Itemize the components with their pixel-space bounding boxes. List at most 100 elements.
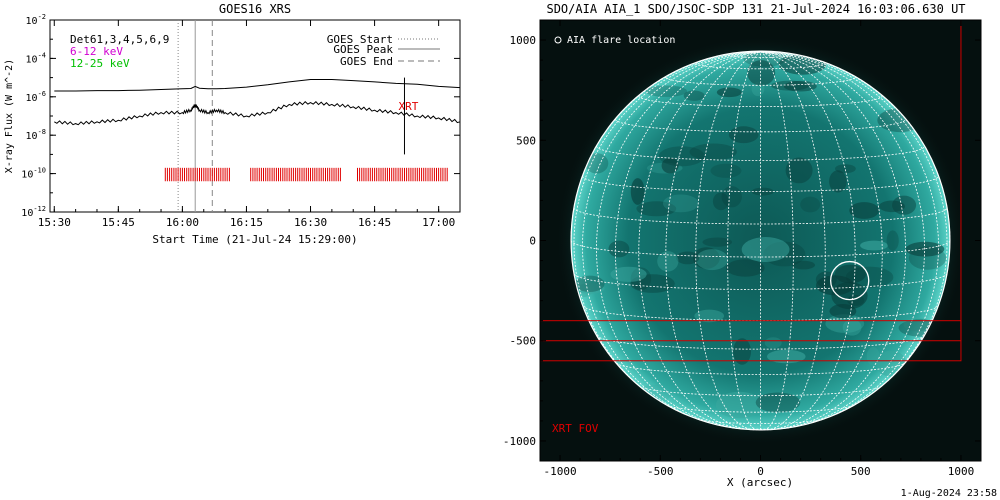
goes-y-tick-label: 10-8 [26, 128, 46, 142]
grid-longitude-line [760, 51, 926, 428]
solar-limb [570, 50, 951, 431]
aia-image [540, 20, 966, 446]
disk-texture-blob [834, 264, 867, 284]
disk-texture-blob [661, 157, 679, 174]
grid-longitude-line [614, 51, 761, 429]
legend-goes-end: GOES End [340, 55, 393, 68]
grid-longitude-line [695, 51, 761, 431]
goes-x-tick-label: 16:30 [294, 216, 327, 229]
goes-x-tick-label: 15:30 [38, 216, 71, 229]
grid-longitude-line [760, 51, 939, 425]
disk-texture-blob [886, 230, 899, 251]
grid-longitude-line [582, 51, 761, 425]
disk-texture-blob [829, 304, 857, 319]
disk-texture-blob [657, 251, 679, 272]
disk-texture-blob [755, 392, 801, 413]
goes-legend-right: GOES Start GOES Peak GOES End [327, 33, 440, 68]
disk-texture-blob [683, 90, 705, 101]
grid-longitude-line [760, 51, 883, 430]
disk-texture-blob [905, 241, 945, 257]
disk-texture-blob [658, 146, 705, 167]
disk-texture-blob [676, 251, 700, 265]
legend-detectors: Det61,3,4,5,6,9 [70, 33, 169, 46]
disk-texture-blob [696, 249, 729, 271]
disk-texture-blob [693, 247, 720, 269]
xrt-fov-box [540, 320, 962, 342]
disk-texture-blob [712, 192, 729, 211]
disk-texture-blob [785, 157, 813, 184]
disk-texture-blob [662, 194, 699, 213]
goes-y-tick-label: 10-4 [26, 51, 46, 65]
goes-y-tick-label: 10-10 [21, 167, 46, 181]
disk-texture-blob [847, 294, 865, 306]
aia-y-tick-label: -500 [510, 335, 537, 348]
disk-texture-blob [831, 282, 868, 310]
grid-longitude-line [760, 51, 948, 411]
disk-texture-blob [835, 164, 856, 174]
grid-longitude-line [638, 51, 761, 430]
xrt-observation-marks [164, 167, 448, 182]
legend-6-12-kev: 6-12 keV [70, 45, 123, 58]
disk-texture-blob [860, 240, 888, 251]
goes-series-long-channel [54, 79, 461, 92]
disk-texture-blob [825, 314, 865, 333]
disk-texture-blob [630, 178, 645, 205]
disk-texture-blob [849, 202, 880, 219]
aia-axis-ticks: -1000 -500 0 500 1000 1000 500 0 -500 -1000 [503, 20, 981, 478]
grid-latitude-line [573, 273, 948, 290]
grid-longitude-line [760, 51, 826, 431]
grid-latitude-line [697, 418, 824, 424]
disk-texture-blob [574, 275, 605, 292]
disk-texture-blob [771, 80, 810, 91]
grid-longitude-line [760, 51, 856, 431]
aia-x-axis-label: X (arcsec) [727, 476, 793, 489]
aia-y-tick-label: 500 [516, 134, 536, 147]
goes-x-tick-label: 16:15 [230, 216, 263, 229]
goes-x-tick-label: 16:00 [166, 216, 199, 229]
xrt-fov-box [540, 20, 962, 362]
aia-x-tick-label: 1000 [948, 465, 975, 478]
aia-x-tick-label: -1000 [543, 465, 576, 478]
disk-texture-blob [764, 337, 782, 349]
goes-y-tick-label: 10-2 [26, 13, 46, 27]
legend-goes-start: GOES Start [327, 33, 393, 46]
goes-y-tick-label: 10-6 [26, 90, 46, 104]
disk-texture-blob [726, 259, 765, 277]
disk-texture-blob [842, 319, 862, 336]
aia-y-tick-label: 0 [529, 235, 536, 248]
goes-x-tick-label: 15:45 [102, 216, 135, 229]
goes-panel: GOES16 XRS X-ray Flux (W m^-2) Start Tim… [4, 2, 461, 246]
goes-axis-ticks: 15:30 15:45 16:00 16:15 16:30 16:45 17:00 10-12… [21, 13, 461, 229]
disk-texture-blob [866, 347, 880, 366]
disk-texture-blob [702, 237, 733, 247]
goes-x-tick-label: 17:00 [422, 216, 455, 229]
circle-outline-icon [554, 36, 562, 44]
disk-texture-blob [892, 195, 917, 215]
aia-y-tick-label: 1000 [510, 34, 537, 47]
grid-longitude-line [760, 51, 794, 431]
disk-texture-blob [689, 143, 737, 161]
grid-longitude-line [727, 51, 761, 431]
aia-y-tick-label: -1000 [503, 435, 536, 448]
goes-y-axis-label: X-ray Flux (W m^-2) [4, 59, 15, 173]
goes-legend-left: Det61,3,4,5,6,9 6-12 keV 12-25 keV [70, 33, 169, 70]
xrt-annotation: XRT [398, 100, 418, 113]
grid-longitude-line [595, 51, 761, 428]
grid-longitude-line [573, 51, 761, 411]
goes-x-axis-label: Start Time (21-Jul-24 15:29:00) [152, 233, 357, 246]
disk-texture-blob [767, 349, 806, 364]
legend-12-25-kev: 12-25 keV [70, 57, 130, 70]
footer-timestamp: 1-Aug-2024 23:58 [901, 488, 997, 499]
disk-texture-blob [721, 186, 742, 208]
disk-texture-blob [608, 240, 630, 258]
disk-texture-blob [792, 260, 815, 270]
disk-texture-blob [747, 60, 776, 86]
disk-texture-blob [908, 246, 947, 270]
flare-location-circle [830, 260, 870, 301]
goes-x-tick-label: 16:45 [358, 216, 391, 229]
aia-x-tick-label: 0 [757, 465, 764, 478]
aia-x-tick-label: 500 [851, 465, 871, 478]
grid-latitude-line [573, 207, 948, 225]
legend-goes-peak: GOES Peak [333, 43, 393, 56]
